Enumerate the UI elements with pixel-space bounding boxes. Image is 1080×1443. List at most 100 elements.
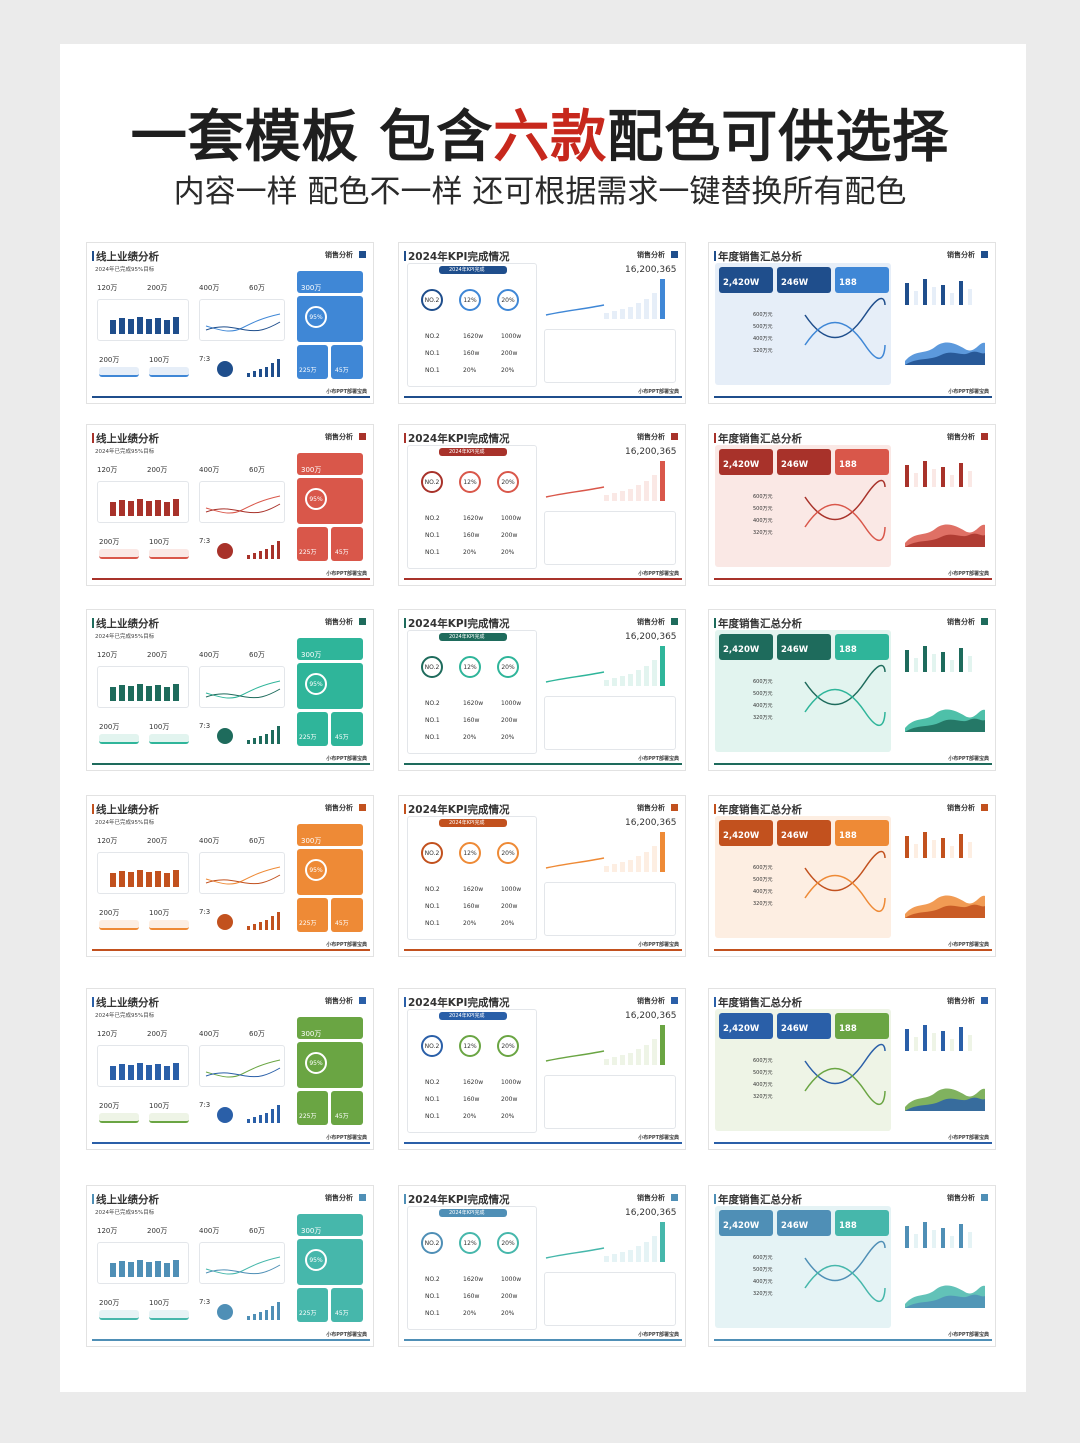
wave-series [804, 1043, 886, 1085]
bar [164, 687, 170, 701]
kpi-table-cell: 20% [463, 734, 477, 741]
bottom-left-box [297, 527, 328, 561]
slide-title: 线上业绩分析 [92, 431, 159, 446]
template-slide: 线上业绩分析 销售分析 小布PPT部署宝典 2024年已完成95%目标 120万 200万… [86, 424, 374, 586]
kpi-table-cell: NO.1 [425, 734, 440, 741]
trend-bar [660, 1025, 665, 1065]
compare-bar [950, 1236, 954, 1248]
wave-series [804, 297, 886, 339]
metric-value: 120万 [97, 837, 118, 845]
product-list-item: 320万元 [753, 348, 773, 354]
trend-bar [636, 856, 641, 872]
kpi-card: 2,420W [719, 1013, 773, 1039]
compare-bar [914, 658, 918, 672]
bar [146, 872, 152, 887]
bottom-value-3: 7:3 [199, 537, 211, 545]
product-list-item: 600万元 [753, 679, 773, 685]
bar [110, 687, 116, 701]
slide-title-text: 2024年KPI完成情况 [408, 251, 510, 263]
product-list-item: 500万元 [753, 691, 773, 697]
title-bar [404, 997, 406, 1007]
slide-footer-line [92, 763, 370, 765]
kpi-trend-chart [545, 832, 665, 872]
slide-footer-text: 小布PPT部署宝典 [638, 942, 679, 948]
line-series [205, 688, 281, 699]
total-panel [297, 453, 363, 475]
template-slide: 线上业绩分析 销售分析 小布PPT部署宝典 2024年已完成95%目标 120万 200万… [86, 242, 374, 404]
compare-bar [968, 1232, 972, 1248]
mini-bar [271, 1109, 274, 1123]
kpi-table-cell: NO.2 [425, 700, 440, 707]
title-accent: 六款 [493, 105, 608, 170]
mini-bar [259, 922, 262, 930]
total-panel [297, 1017, 363, 1039]
slide-title: 年度销售汇总分析 [714, 616, 802, 631]
trend-bar [636, 485, 641, 501]
kpi-card: 246W [777, 449, 831, 475]
kpi-table-cell: NO.1 [425, 1113, 440, 1120]
slide-footer-line [404, 763, 682, 765]
bottom-right-box [331, 898, 363, 932]
slide-footer-line [714, 949, 992, 951]
slide-footer-line [404, 1339, 682, 1341]
compare-bar [941, 652, 945, 672]
slide-title: 2024年KPI完成情况 [404, 249, 509, 264]
trend-bar [652, 1039, 657, 1065]
slide-tag: 销售分析 [637, 251, 665, 259]
slide-footer-text: 小布PPT部署宝典 [326, 756, 367, 762]
title-part-1: 一套模板 包含 [130, 105, 494, 170]
bar [137, 870, 143, 887]
kpi-card: 188 [835, 449, 889, 475]
area-1 [99, 1310, 139, 1320]
kpi-card: 188 [835, 267, 889, 293]
compare-bar [959, 834, 963, 858]
kpi-head-text: 2024年KPI完成 [449, 634, 485, 640]
bottom-right-box [331, 527, 363, 561]
pie-chart [217, 1304, 233, 1320]
line-chart-panel [199, 666, 285, 708]
mini-bar [253, 1117, 256, 1123]
slide-tag-square [671, 997, 678, 1004]
line-chart-panel [199, 852, 285, 894]
title-bar [404, 1194, 406, 1204]
bottom-value-2: 100万 [149, 1102, 170, 1110]
trend-line [545, 304, 605, 316]
slide-footer-line [714, 578, 992, 580]
compare-bar [923, 1025, 927, 1051]
slide-title-text: 2024年KPI完成情况 [408, 1194, 510, 1206]
kpi-card-value: 246W [781, 1221, 809, 1231]
mini-bar [277, 726, 280, 744]
kpi-table-cell: 20% [463, 549, 477, 556]
kpi-table-cell: 200w [501, 903, 518, 910]
kpi-left-panel [407, 816, 537, 940]
kpi-total: 16,200,365 [625, 632, 677, 642]
compare-bar [968, 1035, 972, 1051]
box-value-2: 45万 [335, 734, 349, 741]
kpi-ring: 12% [459, 471, 481, 493]
metric-value: 400万 [199, 1227, 220, 1235]
compare-bar [932, 840, 936, 858]
kpi-table-cell: NO.2 [425, 1079, 440, 1086]
slide-tag-square [671, 1194, 678, 1201]
kpi-head-text: 2024年KPI完成 [449, 1210, 485, 1216]
metric-value: 400万 [199, 651, 220, 659]
kpi-table-cell: 200w [501, 350, 518, 357]
area-2 [149, 367, 189, 377]
kpi-table-cell: 1620w [463, 700, 484, 707]
user-panel [544, 1075, 676, 1129]
bar [119, 318, 125, 334]
mini-bar [265, 1310, 268, 1320]
line-series [205, 1067, 281, 1078]
bottom-left-box [297, 712, 328, 746]
metric-value: 60万 [249, 466, 265, 474]
metric-value: 400万 [199, 1030, 220, 1038]
slide-footer-line [92, 1142, 370, 1144]
kpi-card-value: 246W [781, 460, 809, 470]
kpi-card-value: 2,420W [723, 831, 760, 841]
mini-bar [271, 730, 274, 744]
bar [119, 871, 125, 887]
slide-tag: 销售分析 [947, 997, 975, 1005]
slide-tag: 销售分析 [637, 997, 665, 1005]
product-list-item: 500万元 [753, 1267, 773, 1273]
user-panel [544, 511, 676, 565]
